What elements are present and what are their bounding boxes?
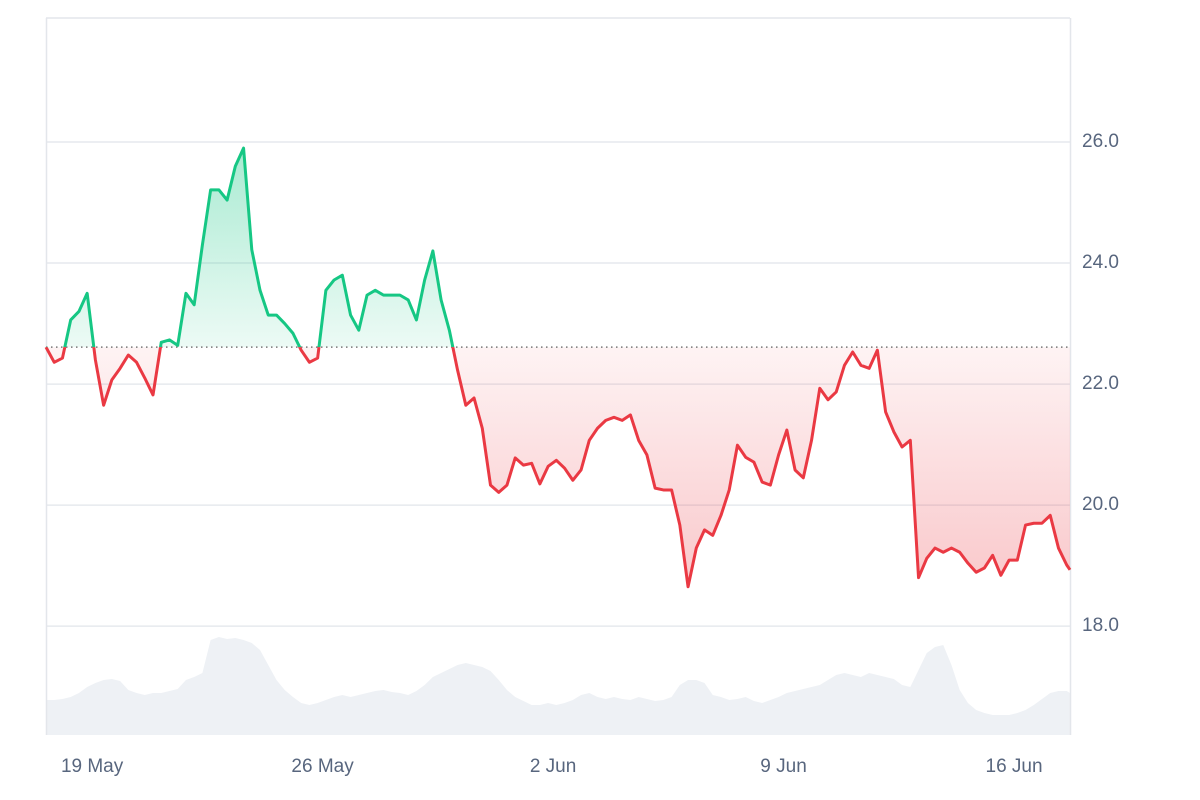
volume-area: [46, 637, 1070, 735]
price-line-up: [45, 146, 455, 348]
y-tick-label: 26.0: [1082, 131, 1119, 152]
x-tick-label: 2 Jun: [530, 756, 576, 777]
x-tick-label: 16 Jun: [986, 756, 1043, 777]
data-layer: [44, 146, 1072, 589]
y-tick-label: 18.0: [1082, 615, 1119, 636]
price-line-down: [44, 347, 1072, 589]
y-tick-label: 22.0: [1082, 373, 1119, 394]
x-tick-label: 19 May: [61, 756, 124, 777]
area-down: [46, 347, 1070, 587]
y-tick-label: 24.0: [1082, 252, 1119, 273]
grid-layer: 18.0 20.0 22.0 24.0 26.0 19 May 26 May 2 Jun 9 J…: [46, 131, 1119, 777]
x-tick-label: 9 Jun: [760, 756, 806, 777]
volume-layer: [46, 637, 1070, 735]
x-tick-label: 26 May: [291, 756, 354, 777]
y-tick-label: 20.0: [1082, 494, 1119, 515]
